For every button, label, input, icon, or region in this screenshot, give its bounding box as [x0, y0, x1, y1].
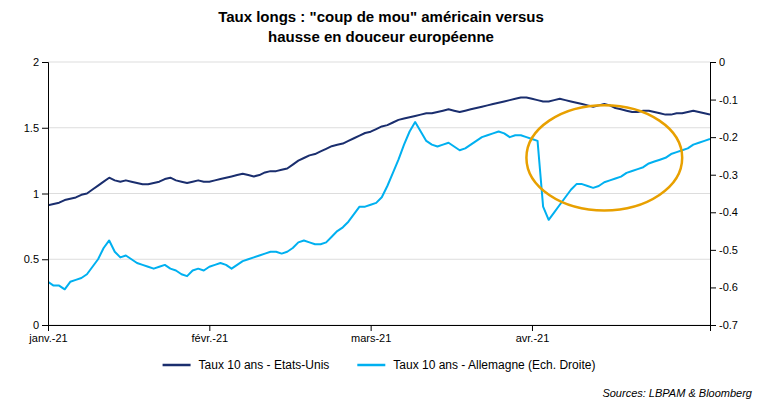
- tick-label: -0.1: [719, 94, 738, 106]
- tick-mark: [710, 62, 716, 63]
- grid-line: [48, 259, 710, 260]
- tick-mark: [710, 175, 716, 176]
- tick-label: mars-21: [351, 332, 391, 344]
- tick-mark: [710, 137, 716, 138]
- x-tick: févr.-21: [191, 325, 228, 344]
- legend-item: Taux 10 ans - Etats-Unis: [163, 358, 330, 372]
- tick-label: 0: [33, 319, 39, 331]
- tick-label: 0.5: [24, 253, 39, 265]
- tick-mark: [42, 128, 48, 129]
- annotation-ellipse: [526, 105, 682, 210]
- x-tick: avr.-21: [516, 325, 550, 344]
- subtitle: hausse en douceur européenne: [268, 28, 494, 45]
- legend-item: Taux 10 ans - Allemagne (Ech. Droite): [357, 358, 595, 372]
- tick-label: avr.-21: [516, 332, 550, 344]
- y2-tick: -0.2: [710, 131, 738, 143]
- axis-line: [42, 63, 49, 326]
- legend-swatch: [357, 364, 385, 367]
- tick-label: -0.3: [719, 169, 738, 181]
- tick-label: 0: [719, 56, 725, 68]
- chart-container: Taux longs : "coup de mou" américain ver…: [0, 0, 762, 405]
- tick-mark: [710, 250, 716, 251]
- legend: Taux 10 ans - Etats-Unis Taux 10 ans - Al…: [163, 358, 596, 372]
- tick-label: -0.2: [719, 131, 738, 143]
- y2-axis: -0.7 -0.6 -0.5 -0.4 -0.3 -0.2 -0.1 0: [710, 56, 738, 331]
- tick-label: janv.-21: [28, 332, 67, 344]
- tick-mark: [710, 212, 716, 213]
- legend-swatch: [163, 364, 191, 367]
- tick-mark: [710, 287, 716, 288]
- plot: janv.-21 févr.-21 mars-21 avr.-21 0 0.5 1 1.5 2 -…: [24, 56, 738, 344]
- y2-tick: 0: [710, 56, 725, 68]
- tick-mark: [710, 325, 716, 326]
- tick-label: 1.5: [24, 122, 39, 134]
- series-line: [48, 98, 710, 206]
- chart: Taux longs : "coup de mou" américain ver…: [0, 0, 762, 405]
- series-line: [48, 122, 710, 289]
- tick-mark: [42, 325, 48, 326]
- x-tick: mars-21: [351, 325, 391, 344]
- tick-label: 2: [33, 56, 39, 68]
- y-tick: 1: [33, 188, 48, 200]
- axis-line: [711, 63, 717, 326]
- tick-mark: [42, 259, 48, 260]
- y-tick: 1.5: [24, 122, 48, 134]
- y2-tick: -0.5: [710, 244, 738, 256]
- y-tick: 0.5: [24, 253, 48, 265]
- tick-label: -0.7: [719, 319, 738, 331]
- y2-tick: -0.6: [710, 281, 738, 293]
- y2-tick: -0.3: [710, 169, 738, 181]
- grid-line: [48, 193, 710, 194]
- y2-tick: -0.1: [710, 94, 738, 106]
- tick-label: -0.6: [719, 281, 738, 293]
- legend-label: Taux 10 ans - Etats-Unis: [199, 358, 330, 372]
- y-axis: 0 0.5 1 1.5 2: [24, 56, 49, 331]
- title: Taux longs : "coup de mou" américain ver…: [218, 8, 544, 25]
- legend-label: Taux 10 ans - Allemagne (Ech. Droite): [393, 358, 595, 372]
- tick-label: -0.5: [719, 244, 738, 256]
- x-axis: janv.-21 févr.-21 mars-21 avr.-21: [28, 325, 710, 344]
- tick-mark: [710, 100, 716, 101]
- tick-mark: [532, 325, 533, 331]
- tick-label: févr.-21: [191, 332, 228, 344]
- tick-label: 1: [33, 188, 39, 200]
- grid: [48, 62, 710, 325]
- y-tick: 2: [33, 56, 48, 68]
- source-note: Sources: LBPAM & Bloomberg: [602, 387, 752, 399]
- axis-line: [49, 326, 711, 332]
- tick-mark: [42, 194, 48, 195]
- tick-mark: [209, 325, 210, 331]
- y2-tick: -0.4: [710, 206, 738, 218]
- grid-line: [48, 62, 710, 63]
- marks: [48, 98, 710, 290]
- y2-tick: -0.7: [710, 319, 738, 331]
- tick-mark: [42, 62, 48, 63]
- tick-label: -0.4: [719, 206, 738, 218]
- y-tick: 0: [33, 319, 48, 331]
- tick-mark: [371, 325, 372, 331]
